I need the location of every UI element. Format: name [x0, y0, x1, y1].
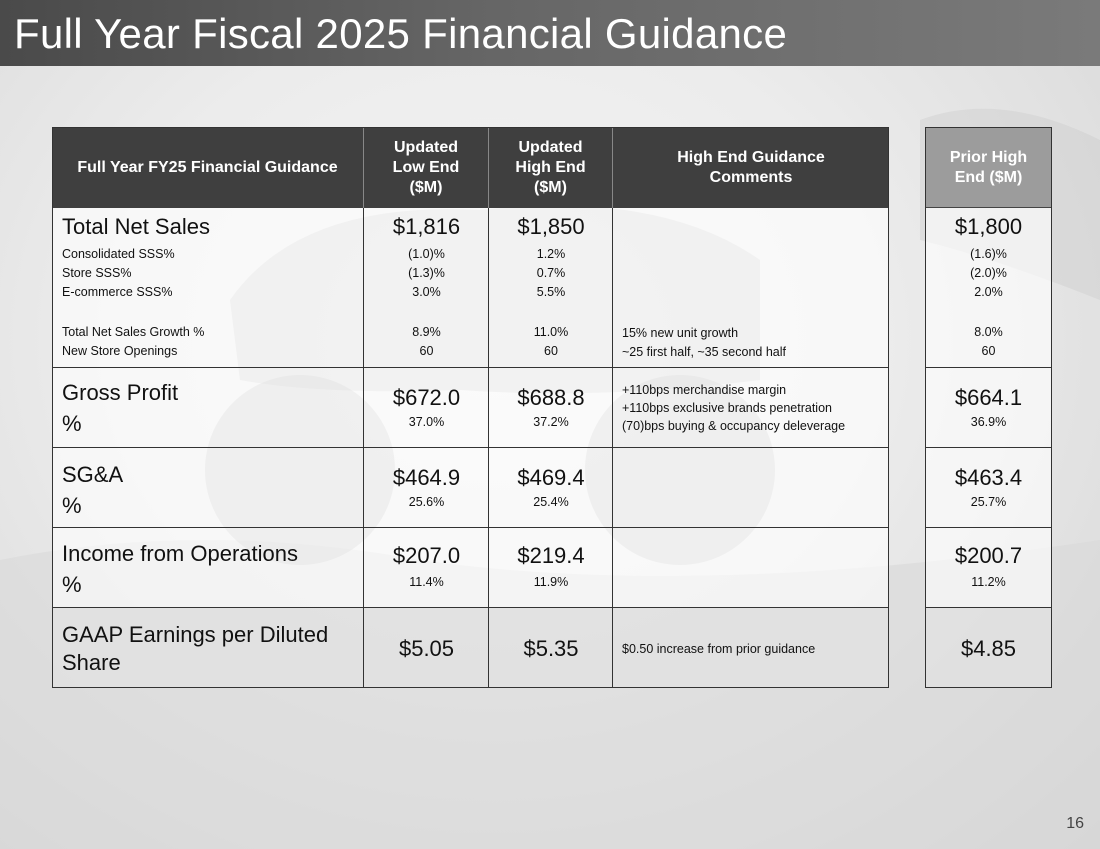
sga-low: $464.9 [392, 465, 461, 490]
gross-high: $688.8 [517, 385, 585, 410]
sga-label: SG&A [62, 462, 124, 487]
row-bg-main [52, 208, 889, 607]
income-high: $219.4 [517, 543, 585, 568]
sales-sub-high: 5.5% [536, 285, 566, 299]
eps-label: GAAP Earnings per Diluted Share [62, 622, 329, 675]
sales-sub-comment: 15% new unit growth [622, 326, 739, 340]
eps-prior: $4.85 [960, 636, 1017, 661]
header-low: Updated Low End ($M) [364, 127, 489, 208]
sales-sub-low: (1.0)% [408, 247, 445, 261]
gross-low-pct: 37.0% [408, 415, 445, 429]
gross-comment: +110bps exclusive brands penetration [622, 401, 832, 415]
sales-sub-low: (1.3)% [408, 266, 445, 280]
sales-sub-label: Store SSS% [62, 266, 132, 280]
sga-low-pct: 25.6% [408, 495, 445, 509]
row-bg-prior-eps [925, 607, 1052, 688]
sales-label: Total Net Sales [62, 214, 210, 239]
sales-sub-low: 8.9% [412, 325, 441, 339]
sales-sub-low: 60 [419, 344, 434, 358]
row-divider [925, 607, 1052, 608]
header-prior: Prior High End ($M) [925, 127, 1052, 208]
sga-high: $469.4 [517, 465, 585, 490]
gross-pct-label: % [62, 411, 82, 436]
income-prior-pct: 11.2% [971, 575, 1006, 589]
sales-sub-label: Consolidated SSS% [62, 247, 175, 261]
row-divider [52, 367, 889, 368]
sales-sub-prior: 2.0% [974, 285, 1003, 299]
gross-low: $672.0 [392, 385, 461, 410]
col-divider [363, 208, 364, 688]
gross-comment: +110bps merchandise margin [622, 383, 787, 397]
sales-sub-high: 1.2% [536, 247, 566, 261]
header-comments-label: High End Guidance Comments [677, 148, 825, 186]
eps-low: $5.05 [398, 636, 455, 661]
col-divider [488, 208, 489, 688]
col-divider [612, 208, 613, 688]
sales-sub-prior: 60 [981, 344, 996, 358]
sga-pct-label: % [62, 493, 82, 518]
header-high: Updated High End ($M) [489, 127, 613, 208]
sales-sub-prior: 8.0% [974, 325, 1003, 339]
sales-sub-label: Total Net Sales Growth % [62, 325, 205, 339]
sga-high-pct: 25.4% [533, 495, 569, 509]
row-divider [52, 527, 889, 528]
eps-comment: $0.50 increase from prior guidance [622, 642, 816, 656]
row-divider [925, 447, 1052, 448]
gross-prior-pct: 36.9% [970, 415, 1007, 429]
sales-sub-low: 3.0% [412, 285, 441, 299]
row-divider [52, 447, 889, 448]
header-low-label: Updated Low End ($M) [392, 138, 460, 196]
sga-prior-pct: 25.7% [970, 495, 1007, 509]
row-divider [925, 527, 1052, 528]
sales-sub-prior: (2.0)% [970, 266, 1007, 280]
income-pct-label: % [62, 572, 82, 597]
row-divider [925, 367, 1052, 368]
page-number: 16 [1066, 815, 1084, 832]
sales-sub-high: 11.0% [533, 325, 569, 339]
header-high-label: Updated High End ($M) [515, 138, 586, 196]
sales-high: $1,850 [517, 214, 585, 239]
sga-prior: $463.4 [954, 465, 1023, 490]
sales-sub-comment: ~25 first half, ~35 second half [622, 345, 786, 359]
income-prior: $200.7 [954, 543, 1023, 568]
row-bg-prior-main [925, 208, 1052, 607]
row-bg-eps [52, 607, 889, 688]
header-comments: High End Guidance Comments [613, 127, 889, 208]
sales-sub-label: New Store Openings [62, 344, 178, 358]
sales-sub-prior: (1.6)% [970, 247, 1007, 261]
income-low: $207.0 [392, 543, 461, 568]
gross-label: Gross Profit [62, 380, 179, 405]
row-divider [52, 607, 889, 608]
title-bar: Full Year Fiscal 2025 Financial Guidance [0, 0, 1100, 66]
gross-comment: (70)bps buying & occupancy deleverage [622, 419, 846, 433]
eps-high: $5.35 [523, 636, 579, 661]
income-label: Income from Operations [62, 541, 298, 566]
gross-high-pct: 37.2% [533, 415, 569, 429]
header-prior-label: Prior High End ($M) [949, 148, 1028, 186]
income-high-pct: 11.9% [533, 575, 569, 589]
gross-prior: $664.1 [954, 385, 1023, 410]
page-title: Full Year Fiscal 2025 Financial Guidance [14, 10, 788, 57]
sales-low: $1,816 [392, 214, 461, 239]
header-metric: Full Year FY25 Financial Guidance [52, 127, 364, 208]
sales-prior: $1,800 [954, 214, 1023, 239]
income-low-pct: 11.4% [409, 575, 444, 589]
header-metric-label: Full Year FY25 Financial Guidance [77, 158, 338, 176]
sales-sub-high: 0.7% [536, 266, 566, 280]
sales-sub-high: 60 [544, 344, 558, 358]
sales-sub-label: E-commerce SSS% [62, 285, 173, 299]
